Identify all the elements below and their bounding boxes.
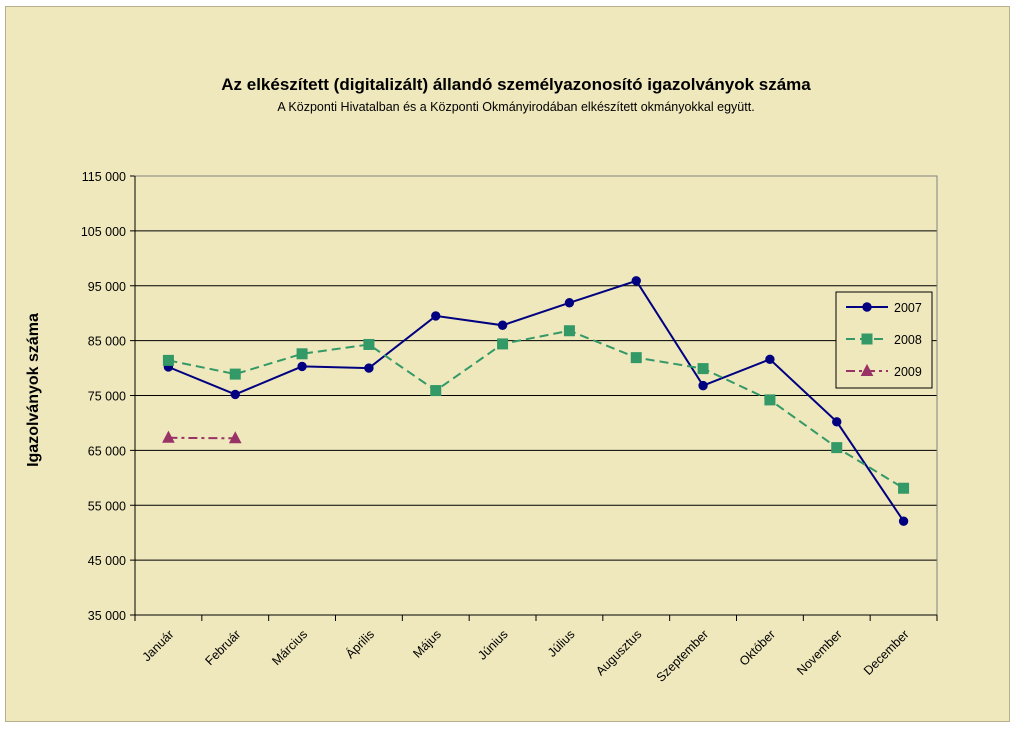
data-point-2007 xyxy=(765,354,775,364)
x-tick-label: Június xyxy=(475,627,510,662)
data-point-2008 xyxy=(630,352,642,364)
series-line-2008 xyxy=(168,329,905,490)
x-tick-label: Április xyxy=(342,627,377,662)
data-point-2009 xyxy=(228,431,242,444)
x-tick-label: Május xyxy=(410,627,443,660)
x-tick-label: Szeptember xyxy=(654,627,712,685)
y-tick-label: 95 000 xyxy=(88,280,126,294)
legend-label-2009: 2009 xyxy=(894,365,922,379)
x-tick-label: Február xyxy=(203,627,244,668)
data-point-2007 xyxy=(631,276,641,286)
x-tick-label: Október xyxy=(737,627,778,668)
legend-marker-2009 xyxy=(860,363,874,376)
series-line-2009 xyxy=(168,436,236,440)
data-point-2007 xyxy=(898,516,909,526)
data-point-2008 xyxy=(563,325,575,337)
y-tick-label: 35 000 xyxy=(88,609,126,623)
chart-title: Az elkészített (digitalizált) állandó sz… xyxy=(221,75,811,94)
y-tick-label: 85 000 xyxy=(88,335,126,349)
y-axis-label: Igazolványok száma xyxy=(25,313,42,467)
x-tick-label: Január xyxy=(140,627,177,664)
data-point-2009 xyxy=(162,430,175,443)
y-tick-label: 65 000 xyxy=(88,444,126,458)
y-tick-label: 55 000 xyxy=(88,499,126,513)
data-point-2007 xyxy=(364,363,374,373)
legend-label-2008: 2008 xyxy=(894,333,922,347)
data-point-2008 xyxy=(363,338,375,350)
chart-subtitle: A Központi Hivatalban és a Központi Okmá… xyxy=(277,100,754,114)
data-point-2007 xyxy=(297,361,307,372)
x-tick-label: December xyxy=(861,627,912,678)
data-point-2008 xyxy=(229,368,241,380)
data-point-2008 xyxy=(430,385,442,397)
y-tick-label: 115 000 xyxy=(82,170,126,184)
legend-marker-2007 xyxy=(862,302,872,312)
data-point-2007 xyxy=(431,311,441,321)
data-point-2008 xyxy=(162,354,174,366)
x-tick-label: Március xyxy=(269,627,310,668)
data-point-2007 xyxy=(698,380,708,391)
data-point-2008 xyxy=(697,363,709,375)
data-point-2007 xyxy=(497,320,508,330)
plot-layer: 35 000 45 000 55 000 65 000 75 000 85 000 95 0… xyxy=(81,170,938,685)
y-tick-label: 75 000 xyxy=(88,390,126,404)
legend: 2007 2008 2009 xyxy=(835,291,933,389)
data-point-2008 xyxy=(764,394,776,406)
data-point-2007 xyxy=(230,389,240,400)
data-point-2007 xyxy=(832,417,842,427)
x-tick-label: Augusztus xyxy=(593,627,644,678)
data-point-2007 xyxy=(564,298,575,308)
x-tick-label: Július xyxy=(545,627,578,660)
y-tick-label: 105 000 xyxy=(81,225,126,239)
data-point-2008 xyxy=(831,442,843,454)
legend-label-2007: 2007 xyxy=(894,301,922,315)
series-line-2007 xyxy=(168,279,905,522)
data-point-2008 xyxy=(898,482,910,494)
data-point-2008 xyxy=(296,348,308,360)
y-tick-label: 45 000 xyxy=(88,554,126,568)
legend-marker-2008 xyxy=(861,333,873,345)
x-tick-label: November xyxy=(794,627,845,678)
data-point-2008 xyxy=(497,338,509,350)
